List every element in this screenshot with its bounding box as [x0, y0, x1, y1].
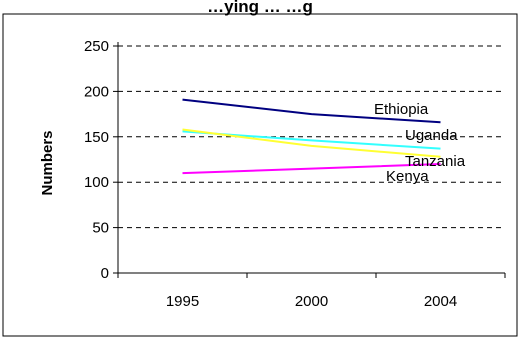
- gridlines: [118, 45, 505, 229]
- y-tick-labels: 0 50 100 150 200 250: [84, 38, 109, 282]
- series-label-kenya: Kenya: [386, 168, 429, 185]
- x-tick-label: 2004: [424, 293, 457, 310]
- series-line-kenya: [182, 163, 441, 175]
- series-lines: [182, 98, 441, 175]
- x-tick-label: 1995: [166, 293, 199, 310]
- y-tick-label: 250: [84, 38, 109, 55]
- series-label-tanzania: Tanzania: [405, 153, 466, 170]
- chart-border: [2, 13, 518, 337]
- y-tick-label: 100: [84, 174, 109, 191]
- chart-title: …ying … …g: [207, 0, 313, 16]
- y-tick-label: 50: [92, 220, 109, 237]
- x-tick-label: 2000: [295, 293, 328, 310]
- series-line-ethiopia: [182, 98, 441, 124]
- x-tick-labels: 1995 2000 2004: [166, 293, 457, 310]
- axes: [113, 42, 506, 278]
- y-axis-label: Numbers: [39, 130, 56, 195]
- series-line-tanzania: [182, 128, 441, 158]
- series-label-uganda: Uganda: [405, 127, 458, 144]
- series-label-ethiopia: Ethiopia: [374, 101, 429, 118]
- y-tick-label: 0: [101, 265, 109, 282]
- y-tick-label: 200: [84, 83, 109, 100]
- y-tick-label: 150: [84, 129, 109, 146]
